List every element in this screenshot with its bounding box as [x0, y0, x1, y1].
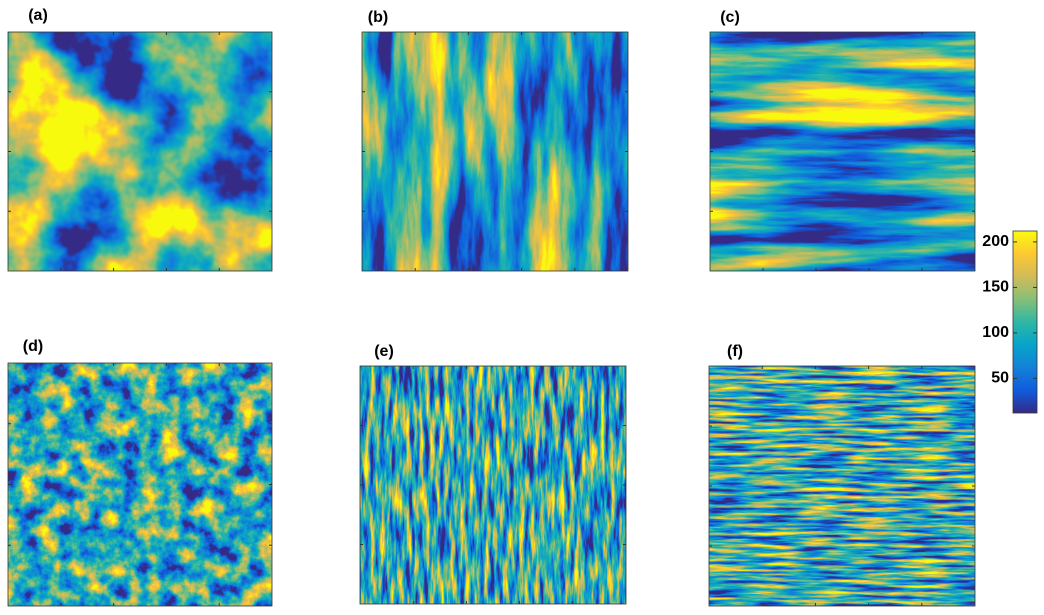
heatmap-image	[709, 366, 975, 606]
colorbar-tick-label: 100	[982, 324, 1009, 341]
panel-label: (e)	[374, 343, 394, 360]
heatmap-image	[8, 32, 272, 271]
colorbar-tick-label: 150	[982, 279, 1009, 296]
colorbar-tick-label: 200	[982, 233, 1009, 250]
heatmap-image	[360, 366, 626, 604]
panel-label: (a)	[28, 7, 48, 24]
panels: (a) (b) (c) (d) (e) (f)	[7, 7, 976, 607]
colorbar-tick-label: 50	[991, 370, 1009, 387]
colorbar	[1012, 230, 1038, 414]
panel-label: (c)	[720, 9, 740, 26]
heatmap-image	[362, 32, 628, 271]
heatmap-image	[8, 363, 272, 606]
panel-label: (d)	[23, 338, 43, 355]
heatmap-image	[710, 32, 975, 271]
panel-label: (b)	[368, 9, 388, 26]
panel-label: (f)	[727, 343, 743, 360]
